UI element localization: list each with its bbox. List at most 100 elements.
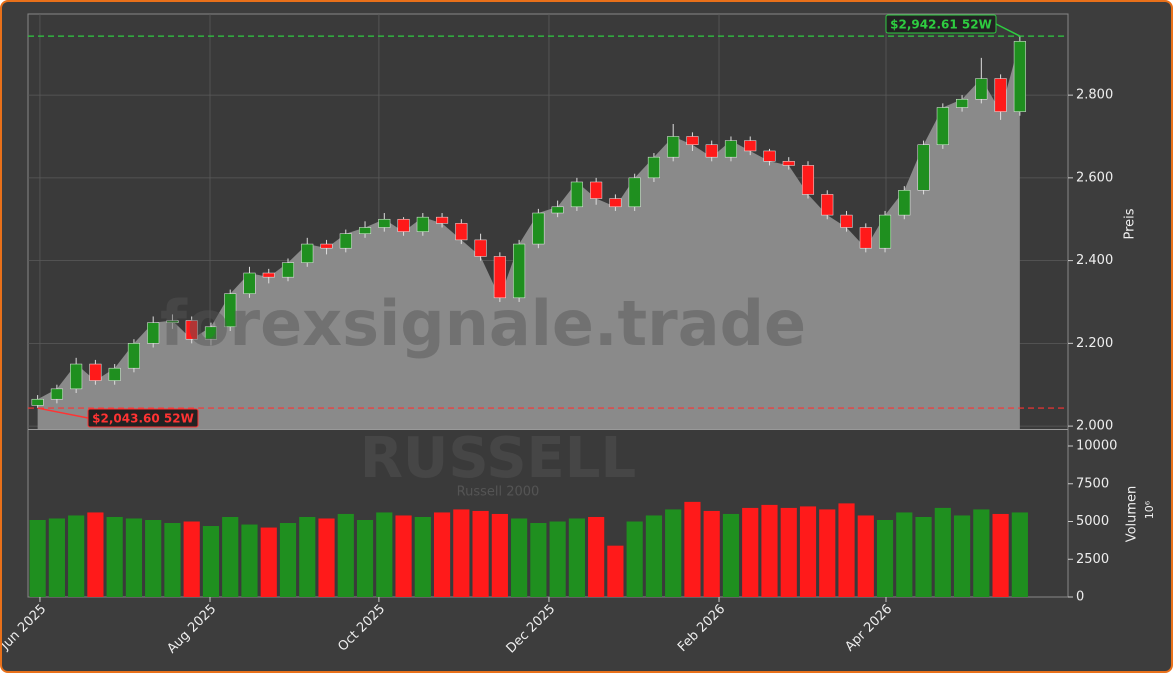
volume-bar bbox=[241, 524, 258, 597]
volume-bar bbox=[973, 509, 990, 597]
candle-body bbox=[628, 177, 641, 208]
candle-body bbox=[647, 156, 660, 179]
annotation-arrow bbox=[995, 23, 1021, 37]
watermark-symbol: RUSSELL bbox=[360, 426, 636, 491]
volume-bar bbox=[703, 510, 720, 597]
volume-bar bbox=[106, 516, 123, 597]
volume-bar bbox=[722, 513, 740, 597]
volume-bar bbox=[607, 545, 624, 597]
candle-body bbox=[782, 161, 795, 166]
volume-bar bbox=[665, 509, 682, 597]
candle-body bbox=[744, 140, 757, 152]
volume-bar bbox=[183, 521, 200, 597]
candle-body bbox=[801, 165, 815, 195]
candle-body bbox=[898, 190, 911, 216]
candle-body bbox=[667, 136, 680, 158]
candle-body bbox=[455, 223, 468, 241]
volume-bar bbox=[491, 513, 508, 597]
volume-bar bbox=[299, 516, 316, 597]
candle-body bbox=[570, 181, 583, 208]
volume-bar bbox=[164, 523, 181, 597]
candle-body bbox=[166, 320, 179, 323]
y2-tick-label: 7500 bbox=[1076, 476, 1109, 491]
volume-bar bbox=[953, 515, 971, 597]
volume-bar bbox=[376, 512, 393, 597]
candle-body bbox=[474, 239, 487, 257]
candle-body bbox=[127, 343, 140, 369]
volume-bar bbox=[588, 516, 605, 597]
volume-bar bbox=[68, 515, 85, 597]
annotation-arrow bbox=[37, 407, 89, 419]
volume-bar bbox=[356, 519, 374, 597]
candle-body bbox=[416, 216, 429, 232]
x-tick-label: Aug 2025 bbox=[164, 602, 219, 657]
candle-body bbox=[590, 181, 603, 199]
volume-bar bbox=[472, 510, 489, 597]
layer bbox=[28, 14, 1073, 602]
volume-bar bbox=[915, 516, 932, 597]
candle-body bbox=[532, 212, 545, 245]
volume-bar bbox=[992, 513, 1009, 597]
candle-body bbox=[936, 107, 949, 145]
volume-bar bbox=[511, 518, 528, 597]
volume-bar bbox=[819, 509, 836, 597]
candle-body bbox=[763, 150, 776, 162]
candle-body bbox=[378, 218, 391, 228]
volume-bar bbox=[202, 526, 220, 597]
volume-bar bbox=[87, 512, 104, 597]
y-tick-label: 2.800 bbox=[1076, 88, 1113, 103]
volume-bar bbox=[395, 515, 412, 597]
volume-bar bbox=[838, 503, 855, 597]
candle-body bbox=[551, 206, 564, 214]
x-tick-label: Dec 2025 bbox=[504, 602, 559, 657]
volume-bar bbox=[222, 516, 239, 597]
candle-body bbox=[724, 140, 737, 158]
volume-bar bbox=[145, 519, 162, 597]
y2-tick-label: 0 bbox=[1076, 590, 1084, 605]
volume-bar bbox=[1011, 512, 1028, 597]
y2-tick-label: 2500 bbox=[1076, 552, 1109, 567]
volume-bar bbox=[761, 504, 778, 597]
candle-body bbox=[840, 214, 853, 228]
volume-bar bbox=[857, 515, 874, 597]
volume-bar bbox=[684, 501, 701, 597]
volume-bar bbox=[337, 513, 354, 597]
candle-body bbox=[339, 233, 352, 249]
y-tick-label: 2.200 bbox=[1076, 336, 1113, 351]
candle-body bbox=[89, 363, 102, 381]
volume-bar bbox=[742, 507, 759, 597]
watermark-name: Russell 2000 bbox=[457, 485, 540, 500]
volume-bar bbox=[318, 518, 335, 597]
y-axis-label: Preis bbox=[1123, 208, 1138, 239]
volume-bar bbox=[626, 521, 643, 597]
y2-axis-label: Volumen bbox=[1125, 486, 1140, 543]
candle-body bbox=[320, 243, 333, 249]
annotation-text: $2,043.60 52W bbox=[92, 412, 194, 426]
x-tick-label: Jun 2025 bbox=[2, 602, 49, 654]
volume-bar bbox=[125, 518, 143, 597]
candle-body bbox=[224, 293, 237, 328]
volume-bar bbox=[433, 512, 451, 597]
candle-body bbox=[147, 322, 160, 344]
candle-body bbox=[686, 136, 699, 145]
candle-body bbox=[397, 218, 410, 232]
candle-body bbox=[513, 243, 526, 299]
volume-bar bbox=[780, 507, 797, 597]
candle-body bbox=[281, 262, 295, 278]
volume-bar bbox=[799, 506, 817, 597]
candle-body bbox=[879, 214, 892, 249]
x-tick-label: Apr 2026 bbox=[842, 602, 895, 655]
candle-body bbox=[70, 363, 83, 390]
close-area bbox=[37, 41, 1020, 429]
volume-bar bbox=[29, 519, 46, 597]
x-tick-label: Oct 2025 bbox=[335, 602, 388, 655]
candle-body bbox=[262, 272, 275, 278]
volume-bar bbox=[568, 518, 585, 597]
volume-bar bbox=[48, 518, 65, 597]
volume-bar bbox=[876, 519, 894, 597]
candle-body bbox=[821, 194, 834, 216]
y2-tick-label: 10000 bbox=[1076, 439, 1117, 454]
annotation-text: $2,942.61 52W bbox=[890, 18, 992, 32]
